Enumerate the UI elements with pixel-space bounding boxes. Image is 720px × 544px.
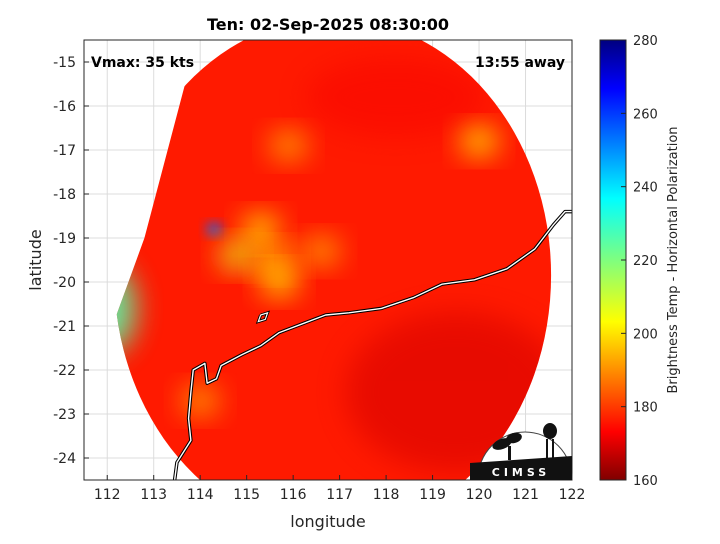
x-tick-label: 122 — [559, 487, 586, 503]
x-axis: 112 113 114 115 116 117 118 119 120 121 122 — [94, 475, 585, 503]
swath-feature — [206, 223, 222, 236]
x-tick-label: 115 — [233, 487, 260, 503]
island-line — [257, 311, 269, 323]
swath-feature — [270, 131, 307, 160]
x-tick-label: 114 — [187, 487, 214, 503]
coastline — [172, 209, 572, 480]
colorbar-tick-label: 200 — [633, 327, 658, 342]
colorbar-tick-label: 260 — [633, 107, 658, 122]
swath-feature — [302, 237, 340, 266]
x-tick-label: 118 — [373, 487, 400, 503]
colorbar-ticks: 160 180 200 220 240 260 280 — [621, 34, 658, 489]
x-tick-label: 116 — [280, 487, 307, 503]
x-tick-label: 119 — [419, 487, 446, 503]
colorbar-tick-label: 160 — [633, 474, 658, 489]
y-tick-label: -23 — [53, 407, 76, 423]
swath-feature — [460, 127, 498, 156]
water-tower-icon — [543, 423, 557, 461]
y-tick-label: -22 — [53, 363, 76, 379]
x-axis-label: longitude — [290, 512, 365, 531]
swath-feature — [219, 241, 256, 270]
y-tick-label: -20 — [53, 275, 76, 291]
time-offset-annotation: 13:55 away — [475, 55, 565, 71]
warm-region — [305, 57, 486, 138]
plot-frame — [83, 39, 573, 481]
swath-feature — [256, 246, 293, 274]
colorbar-tick-label: 240 — [633, 181, 658, 196]
y-tick-label: -16 — [53, 99, 76, 115]
chart-title: Ten: 02-Sep-2025 08:30:00 — [207, 15, 449, 34]
y-tick-label: -19 — [53, 231, 76, 247]
colorbar-tick-label: 180 — [633, 401, 658, 416]
x-tick-label: 113 — [140, 487, 167, 503]
colorbar-tick-label: 220 — [633, 254, 658, 269]
logo-banner — [470, 456, 572, 480]
x-tick-label: 121 — [512, 487, 539, 503]
y-tick-label: -21 — [53, 319, 76, 335]
y-tick-label: -15 — [53, 55, 76, 71]
y-tick-label: -24 — [53, 451, 76, 467]
x-tick-label: 112 — [94, 487, 121, 503]
x-tick-label: 117 — [326, 487, 353, 503]
x-tick-label: 120 — [466, 487, 493, 503]
satellite-dish-icon — [492, 432, 522, 460]
y-tick-label: -18 — [53, 187, 76, 203]
coastline-line — [173, 210, 572, 480]
vmax-annotation: Vmax: 35 kts — [91, 55, 194, 71]
colorbar-label: Brightness Temp - Horizontal Polarizatio… — [666, 126, 681, 393]
colorbar-tick-label: 280 — [633, 34, 658, 49]
y-axis-label: latitude — [26, 229, 45, 290]
logo-text: CIMSS — [492, 466, 550, 479]
swath-feature — [181, 386, 219, 415]
swath-feature — [261, 268, 298, 296]
swath-feature — [242, 215, 279, 244]
cimss-logo: CIMSS — [470, 423, 573, 480]
y-tick-label: -17 — [53, 143, 76, 159]
y-axis: -15 -16 -17 -18 -19 -20 -21 -22 -23 -24 — [53, 55, 89, 467]
